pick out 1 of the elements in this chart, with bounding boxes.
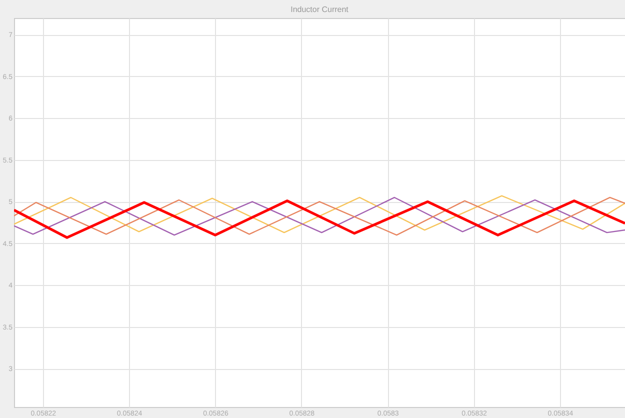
chart-title: Inductor Current [290, 5, 350, 14]
